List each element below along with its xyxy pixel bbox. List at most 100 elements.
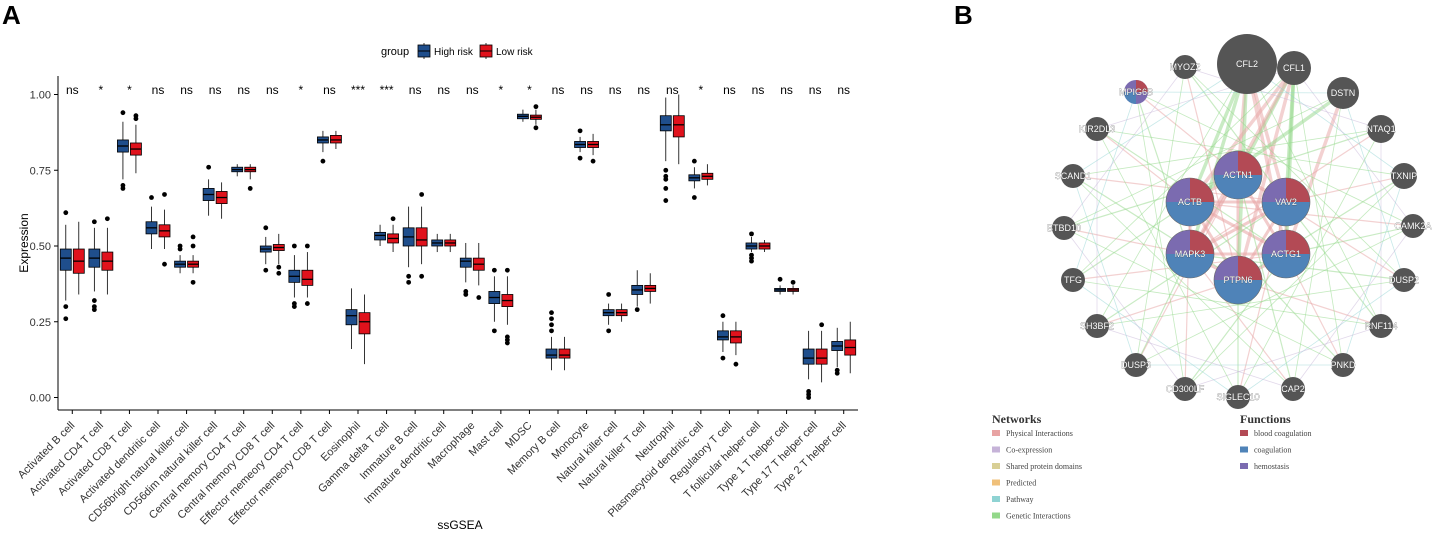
- outlier-point: [834, 367, 840, 373]
- box-high-risk: [402, 206, 415, 285]
- node-dstn: DSTN: [1327, 77, 1359, 109]
- outlier-point: [263, 225, 269, 231]
- function-label: coagulation: [1254, 446, 1291, 455]
- box-low-risk: [187, 234, 199, 285]
- network-type-label: Predicted: [1006, 479, 1036, 488]
- outlier-point: [63, 316, 69, 322]
- node-label: BTBD10: [1047, 223, 1081, 233]
- outlier-point: [606, 328, 612, 334]
- significance-label: ns: [266, 83, 279, 97]
- edge-interaction: [1135, 91, 1191, 255]
- box-low-risk: [672, 94, 685, 165]
- outlier-point: [549, 310, 554, 316]
- edge-genetic: [1072, 279, 1382, 327]
- edge-pathway: [1342, 92, 1405, 281]
- outlier-point: [819, 322, 825, 328]
- box-low-risk: [101, 216, 114, 295]
- network-edges: [1063, 63, 1414, 398]
- outlier-point: [419, 273, 425, 279]
- edge-interaction: [1184, 66, 1287, 203]
- outlier-point: [691, 158, 697, 164]
- edge-pathway: [1292, 225, 1414, 390]
- box-high-risk: [145, 195, 158, 250]
- significance-label: ns: [466, 83, 479, 97]
- y-ticks: 0.00 0.25 0.50 0.75 1.00: [30, 90, 58, 405]
- box-high-risk: [374, 224, 386, 246]
- outlier-point: [463, 289, 469, 294]
- box-low-risk: [615, 303, 628, 322]
- node-sh3bf2: SH3BF2: [1080, 314, 1114, 338]
- legend-label-low-risk: Low risk: [496, 47, 534, 58]
- box-iqr: [330, 135, 342, 144]
- outlier-point: [120, 183, 126, 188]
- network-type-label: Shared protein domains: [1006, 462, 1082, 471]
- outlier-point: [533, 104, 539, 110]
- node-tfg: TFG: [1061, 268, 1085, 292]
- box-low-risk: [130, 113, 142, 174]
- outlier-point: [177, 243, 183, 249]
- edge-interaction: [1236, 67, 1296, 281]
- node-function-wedge: [1238, 280, 1262, 304]
- node-circle: [1061, 268, 1085, 292]
- edge-genetic: [1072, 67, 1295, 281]
- function-swatch: [1240, 446, 1248, 453]
- node-function-wedge: [1286, 202, 1310, 226]
- function-label: hemostasis: [1254, 462, 1289, 471]
- networks-legend-items: Physical Interactions Co-expression Shared…: [992, 429, 1082, 521]
- outlier-point: [291, 243, 297, 249]
- panel-a-label: A: [2, 0, 21, 30]
- node-label: NTAQ1: [1366, 124, 1395, 134]
- outlier-point: [276, 270, 282, 276]
- outlier-point: [806, 389, 812, 394]
- function-label: blood coagulation: [1254, 429, 1312, 438]
- node-function-wedge: [1166, 254, 1190, 278]
- node-circle: [1217, 34, 1277, 94]
- node-dusp3: DUSP3: [1121, 353, 1151, 377]
- node-mpig6b: MPIG6B: [1119, 80, 1153, 104]
- functions-legend-items: blood coagulation coagulation hemostasis: [1240, 429, 1312, 471]
- edge-genetic: [1135, 91, 1186, 390]
- node-actn1: ACTN1: [1213, 150, 1263, 200]
- outlier-point: [504, 334, 510, 340]
- box-low-risk: [472, 242, 485, 300]
- box-high-risk: [459, 242, 472, 297]
- outlier-point: [590, 158, 596, 164]
- node-label: MYOZ2: [1169, 62, 1200, 72]
- significance-label: ns: [552, 83, 565, 97]
- node-cap2: CAP2: [1281, 377, 1305, 401]
- outlier-point: [190, 279, 196, 285]
- outlier-point: [63, 304, 69, 309]
- outlier-point: [663, 198, 669, 203]
- node-mapk3: MAPK3: [1165, 229, 1215, 279]
- edge-pathway: [1063, 227, 1186, 390]
- node-cfl1: CFL1: [1277, 51, 1311, 85]
- network-type-swatch: [992, 479, 1000, 486]
- box-iqr: [672, 115, 685, 138]
- box-low-risk: [787, 279, 799, 295]
- outlier-point: [206, 164, 212, 170]
- node-actb: ACTB: [1165, 177, 1215, 227]
- outlier-point: [749, 231, 754, 237]
- edge-pathway: [1184, 325, 1382, 390]
- edge-interaction: [1237, 279, 1382, 327]
- outlier-point: [504, 267, 510, 273]
- node-label: ACTG1: [1271, 249, 1301, 259]
- box-high-risk: [631, 270, 644, 313]
- box-high-risk: [259, 225, 272, 273]
- outlier-point: [663, 186, 669, 191]
- significance-label: ns: [66, 83, 79, 97]
- outlier-point: [663, 167, 669, 173]
- box-high-risk: [659, 97, 672, 203]
- legend-item-high-risk: High risk: [417, 43, 474, 59]
- significance-label: ns: [637, 83, 650, 97]
- node-label: ACTB: [1178, 197, 1202, 207]
- node-function-wedge: [1286, 230, 1310, 254]
- node-circle: [1226, 385, 1250, 409]
- node-function-wedge: [1286, 254, 1310, 278]
- significance-label: ns: [666, 83, 679, 97]
- node-function-wedge: [1190, 230, 1214, 254]
- network-type-swatch: [992, 496, 1000, 502]
- outlier-point: [419, 192, 425, 197]
- box-low-risk: [644, 273, 657, 304]
- box-high-risk: [88, 219, 101, 313]
